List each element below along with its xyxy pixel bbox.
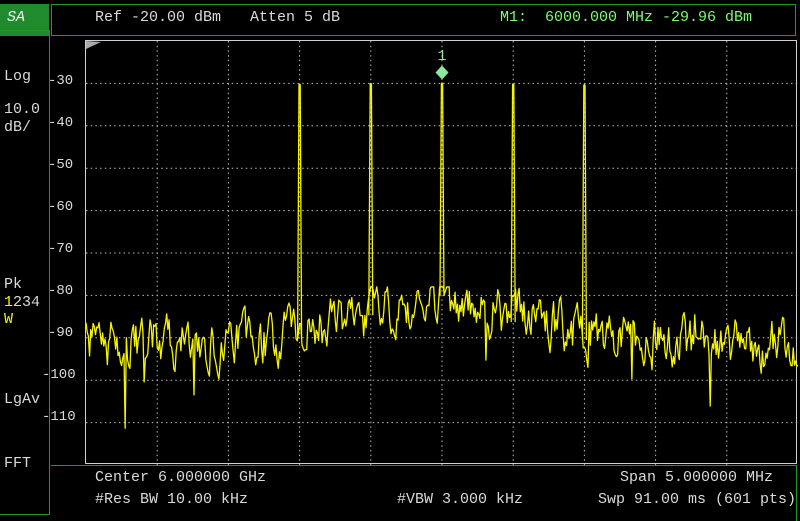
svg-text:1: 1 [437,48,446,65]
